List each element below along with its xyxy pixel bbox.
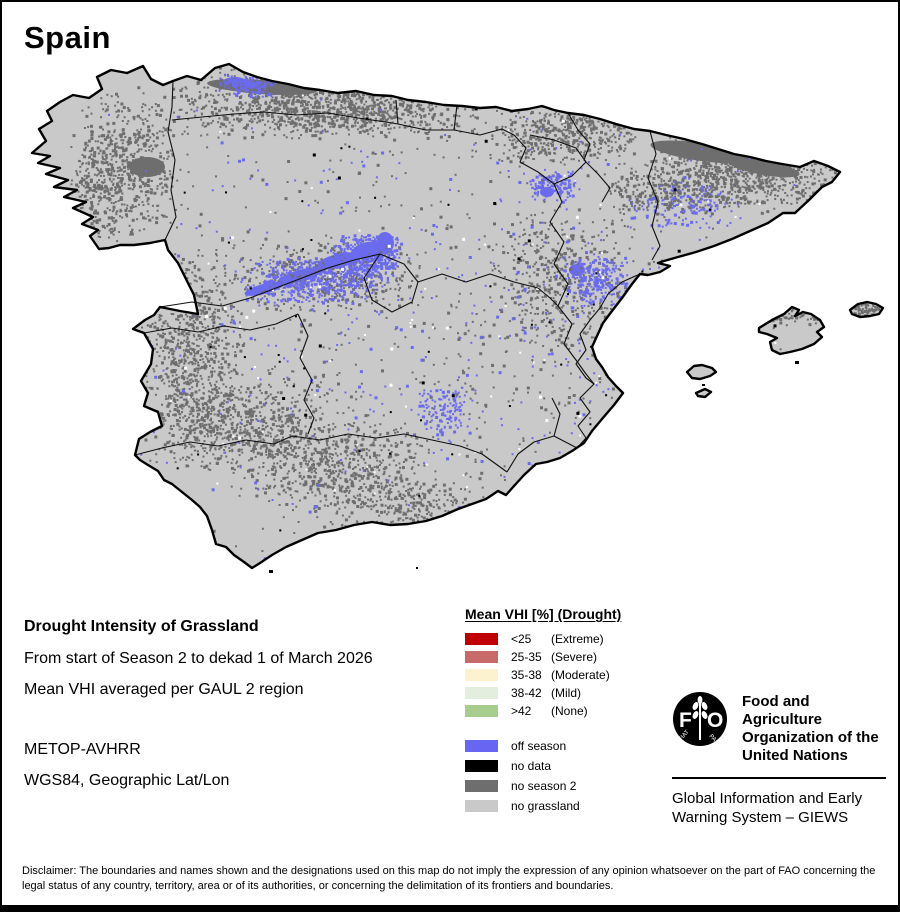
fao-org-line: Organization of the <box>742 729 879 746</box>
legend-row-mild: 38-42 (Mild) <box>465 684 621 702</box>
legend-title: Mean VHI [%] (Drought) <box>465 606 622 622</box>
legend-row-no-season2: no season 2 <box>465 776 621 796</box>
fao-org-name: Food and Agriculture Organization of the… <box>742 690 888 765</box>
swatch-extreme <box>465 633 498 645</box>
fao-org-line: United Nations <box>742 747 848 764</box>
legend-qualifier: (Mild) <box>551 686 581 700</box>
legend-drought-classes: <25 (Extreme) 25-35 (Severe) 35-38 (Mode… <box>465 630 621 720</box>
legend-row-no-data: no data <box>465 756 621 776</box>
fao-branding: F O FIAT PANIS Food and Agriculture Orga… <box>672 690 888 827</box>
disclaimer-text: Disclaimer: The boundaries and names sho… <box>22 865 876 892</box>
legend-range: <25 <box>511 632 532 646</box>
map-subject-heading: Drought Intensity of Grassland <box>24 618 259 635</box>
swatch-mild <box>465 687 498 699</box>
swatch-no-season2 <box>465 780 498 792</box>
giews-line: Warning System – GIEWS <box>672 809 849 826</box>
swatch-moderate <box>465 669 498 681</box>
legend-range: 35-38 <box>511 668 542 682</box>
legend-label: no grassland <box>511 799 580 813</box>
legend-range: 38-42 <box>511 686 542 700</box>
map-period-line: From start of Season 2 to dekad 1 of Mar… <box>24 650 373 667</box>
legend-label: off season <box>511 739 567 753</box>
region-boundaries <box>134 80 661 473</box>
legend-row-off-season: off season <box>465 736 621 756</box>
page-title: Spain <box>24 20 111 55</box>
legend-row-severe: 25-35 (Severe) <box>465 648 621 666</box>
legend-qualifier: (Moderate) <box>551 668 610 682</box>
legend-label: no data <box>511 759 552 773</box>
coastline <box>30 62 885 570</box>
swatch-no-data <box>465 760 498 772</box>
giews-line: Global Information and Early <box>672 790 863 807</box>
tiny-islands <box>269 361 799 573</box>
projection-label: WGS84, Geographic Lat/Lon <box>24 772 230 789</box>
fao-org-line: Food and Agriculture <box>742 693 823 728</box>
giews-name: Global Information and Early Warning Sys… <box>672 789 888 827</box>
legend-qualifier: (Severe) <box>551 650 598 664</box>
legend-range: 25-35 <box>511 650 542 664</box>
swatch-no-grassland <box>465 800 498 812</box>
map-aggregation-line: Mean VHI averaged per GAUL 2 region <box>24 681 304 698</box>
fao-divider <box>672 777 886 779</box>
legend-range: >42 <box>511 704 532 718</box>
fao-logo-icon: F O FIAT PANIS <box>673 692 727 750</box>
sensor-label: METOP-AVHRR <box>24 741 141 758</box>
swatch-severe <box>465 651 498 663</box>
legend-row-no-grassland: no grassland <box>465 796 621 816</box>
legend-other-classes: off season no data no season 2 no grassl… <box>465 736 621 816</box>
legend-row-none: >42 (None) <box>465 702 621 720</box>
legend-row-moderate: 35-38 (Moderate) <box>465 666 621 684</box>
swatch-off-season <box>465 740 498 752</box>
map-info-block: Drought Intensity of Grassland From star… <box>24 618 373 803</box>
swatch-none <box>465 705 498 717</box>
legend-label: no season 2 <box>511 779 577 793</box>
legend-qualifier: (Extreme) <box>551 632 604 646</box>
legend-qualifier: (None) <box>551 704 588 718</box>
map-legend: Mean VHI [%] (Drought) <25 (Extreme) 25-… <box>465 606 621 816</box>
legend-row-extreme: <25 (Extreme) <box>465 630 621 648</box>
